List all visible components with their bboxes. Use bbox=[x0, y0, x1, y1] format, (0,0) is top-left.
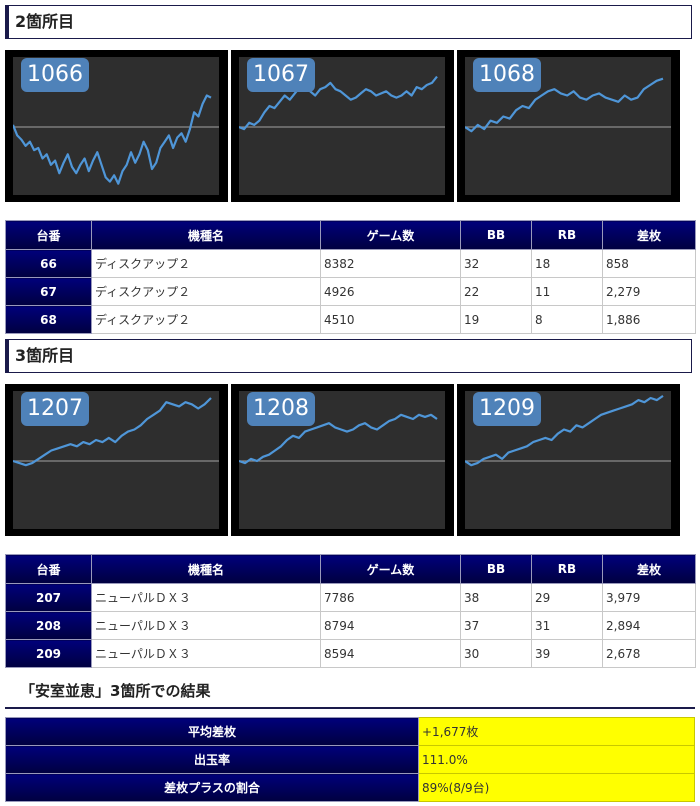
graph-series-line bbox=[13, 397, 212, 467]
machine-id: 68 bbox=[5, 305, 92, 334]
machine-id: 207 bbox=[5, 583, 92, 612]
col-header: 機種名 bbox=[91, 554, 321, 584]
col-header: RB bbox=[531, 220, 603, 250]
section-title-2: 2箇所目 bbox=[5, 5, 692, 39]
result-label: 差枚プラスの割合 bbox=[5, 773, 419, 802]
table-row: 207 ニューパルＤＸ３ 7786 38 29 3,979 bbox=[5, 583, 696, 612]
slot-graph-1067[interactable]: 1067 bbox=[231, 50, 454, 202]
machine-id: 209 bbox=[5, 639, 92, 668]
table-header: 台番 機種名 ゲーム数 BB RB 差枚 bbox=[5, 220, 696, 250]
bb-count: 37 bbox=[460, 611, 532, 640]
machine-table-2: 台番 機種名 ゲーム数 BB RB 差枚 207 ニューパルＤＸ３ 7786 3… bbox=[5, 554, 696, 668]
col-header: 台番 bbox=[5, 554, 92, 584]
bb-count: 19 bbox=[460, 305, 532, 334]
chart-row-2: 1207 1208 1209 bbox=[5, 384, 697, 536]
machine-table-1: 台番 機種名 ゲーム数 BB RB 差枚 66 ディスクアップ２ 8382 32… bbox=[5, 220, 696, 334]
bb-count: 22 bbox=[460, 277, 532, 306]
col-header: ゲーム数 bbox=[320, 220, 461, 250]
diff-coins: 1,886 bbox=[602, 305, 696, 334]
machine-number: 1207 bbox=[21, 392, 89, 426]
graph-series-line bbox=[465, 77, 664, 133]
diff-coins: 2,678 bbox=[602, 639, 696, 668]
table-row: 68 ディスクアップ２ 4510 19 8 1,886 bbox=[5, 305, 696, 334]
rb-count: 39 bbox=[531, 639, 603, 668]
bb-count: 32 bbox=[460, 249, 532, 278]
machine-number: 1068 bbox=[473, 58, 541, 92]
section-title-3: 3箇所目 bbox=[5, 339, 692, 373]
table-row: 66 ディスクアップ２ 8382 32 18 858 bbox=[5, 249, 696, 278]
table-header: 台番 機種名 ゲーム数 BB RB 差枚 bbox=[5, 554, 696, 584]
chart-row-1: 1066 1067 1068 bbox=[5, 50, 697, 202]
result-table: 平均差枚 +1,677枚 出玉率 111.0% 差枚プラスの割合 89%(8/9… bbox=[5, 717, 695, 802]
diff-coins: 3,979 bbox=[602, 583, 696, 612]
col-header: 台番 bbox=[5, 220, 92, 250]
diff-coins: 2,894 bbox=[602, 611, 696, 640]
graph-series-line bbox=[465, 394, 664, 467]
diff-coins: 2,279 bbox=[602, 277, 696, 306]
graph-series-line bbox=[239, 75, 438, 131]
rb-count: 31 bbox=[531, 611, 603, 640]
col-header: 差枚 bbox=[602, 220, 696, 250]
result-value: +1,677枚 bbox=[418, 717, 695, 746]
machine-number: 1066 bbox=[21, 58, 89, 92]
machine-name: ニューパルＤＸ３ bbox=[91, 639, 321, 668]
game-count: 4510 bbox=[320, 305, 461, 334]
diff-coins: 858 bbox=[602, 249, 696, 278]
result-row: 差枚プラスの割合 89%(8/9台) bbox=[5, 773, 695, 802]
result-row: 平均差枚 +1,677枚 bbox=[5, 717, 695, 746]
machine-name: ニューパルＤＸ３ bbox=[91, 611, 321, 640]
col-header: ゲーム数 bbox=[320, 554, 461, 584]
machine-name: ディスクアップ２ bbox=[91, 305, 321, 334]
slot-graph-1207[interactable]: 1207 bbox=[5, 384, 228, 536]
col-header: BB bbox=[460, 220, 532, 250]
rb-count: 18 bbox=[531, 249, 603, 278]
machine-number: 1067 bbox=[247, 58, 315, 92]
rb-count: 8 bbox=[531, 305, 603, 334]
slot-graph-1208[interactable]: 1208 bbox=[231, 384, 454, 536]
slot-graph-1209[interactable]: 1209 bbox=[457, 384, 680, 536]
machine-id: 66 bbox=[5, 249, 92, 278]
slot-graph-1066[interactable]: 1066 bbox=[5, 50, 228, 202]
table-row: 209 ニューパルＤＸ３ 8594 30 39 2,678 bbox=[5, 639, 696, 668]
graph-series-line bbox=[13, 94, 212, 185]
game-count: 8794 bbox=[320, 611, 461, 640]
machine-id: 208 bbox=[5, 611, 92, 640]
game-count: 8594 bbox=[320, 639, 461, 668]
rb-count: 29 bbox=[531, 583, 603, 612]
slot-graph-1068[interactable]: 1068 bbox=[457, 50, 680, 202]
result-label: 出玉率 bbox=[5, 745, 419, 774]
result-value: 89%(8/9台) bbox=[418, 773, 695, 802]
rb-count: 11 bbox=[531, 277, 603, 306]
table-row: 67 ディスクアップ２ 4926 22 11 2,279 bbox=[5, 277, 696, 306]
machine-name: ニューパルＤＸ３ bbox=[91, 583, 321, 612]
col-header: RB bbox=[531, 554, 603, 584]
col-header: 差枚 bbox=[602, 554, 696, 584]
result-title: 「安室並恵」3箇所での結果 bbox=[20, 682, 211, 700]
graph-series-line bbox=[239, 413, 438, 465]
machine-number: 1209 bbox=[473, 392, 541, 426]
divider bbox=[5, 707, 695, 709]
col-header: 機種名 bbox=[91, 220, 321, 250]
machine-name: ディスクアップ２ bbox=[91, 277, 321, 306]
game-count: 7786 bbox=[320, 583, 461, 612]
table-row: 208 ニューパルＤＸ３ 8794 37 31 2,894 bbox=[5, 611, 696, 640]
result-value: 111.0% bbox=[418, 745, 695, 774]
result-row: 出玉率 111.0% bbox=[5, 745, 695, 774]
machine-number: 1208 bbox=[247, 392, 315, 426]
game-count: 8382 bbox=[320, 249, 461, 278]
bb-count: 38 bbox=[460, 583, 532, 612]
game-count: 4926 bbox=[320, 277, 461, 306]
result-label: 平均差枚 bbox=[5, 717, 419, 746]
bb-count: 30 bbox=[460, 639, 532, 668]
machine-id: 67 bbox=[5, 277, 92, 306]
col-header: BB bbox=[460, 554, 532, 584]
machine-name: ディスクアップ２ bbox=[91, 249, 321, 278]
